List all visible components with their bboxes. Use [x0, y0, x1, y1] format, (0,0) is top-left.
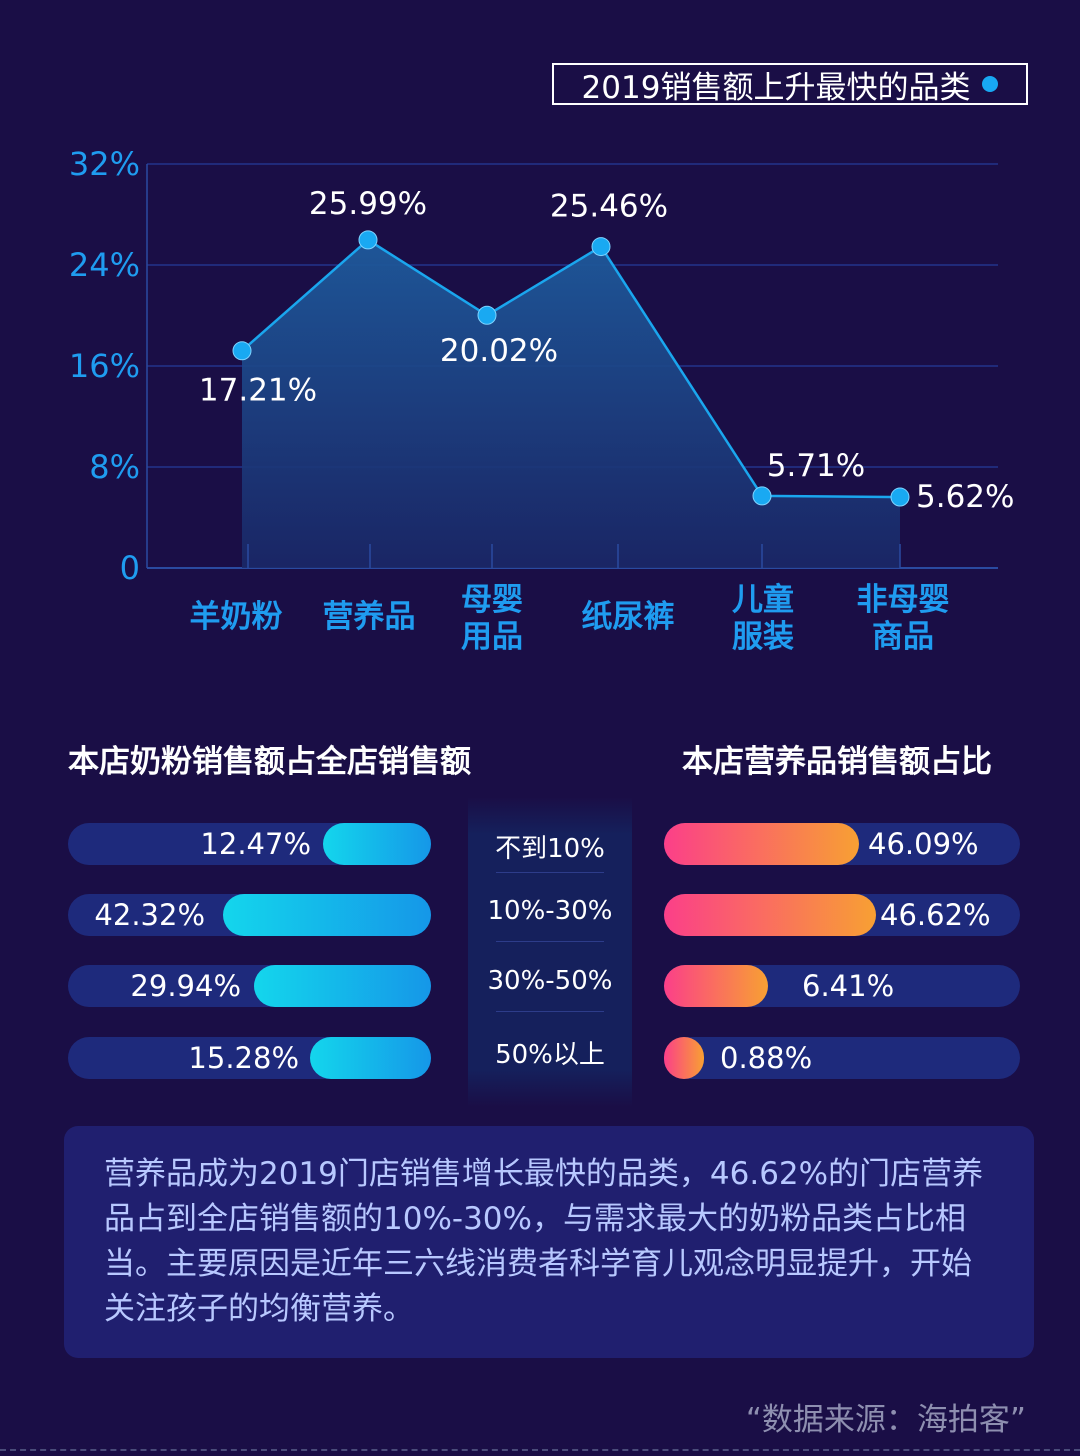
bar-fill — [223, 894, 431, 936]
data-point — [890, 487, 910, 507]
range-label: 10%-30% — [487, 896, 613, 926]
bar-fill — [664, 1037, 704, 1079]
nutrition-bar-1: 46.09% — [664, 823, 1020, 865]
chart-title: 2019销售额上升最快的品类 — [552, 63, 1028, 106]
range-label: 50%以上 — [495, 1040, 605, 1070]
data-label: 5.71% — [767, 448, 865, 484]
bar-value-label: 15.28% — [188, 1041, 299, 1075]
data-point — [358, 230, 378, 250]
y-tick-label: 8% — [89, 448, 140, 486]
data-point — [477, 305, 497, 325]
series-line — [241, 238, 901, 499]
data-point — [591, 237, 611, 257]
data-label: 5.62% — [916, 479, 1014, 515]
milk-powder-bar-4: 15.28% — [68, 1037, 431, 1079]
x-category-label: 羊奶粉 — [190, 599, 283, 635]
y-tick-label: 24% — [69, 246, 140, 284]
right-section-title: 本店营养品销售额占比 — [682, 744, 992, 780]
x-category-label: 纸尿裤 — [582, 599, 675, 635]
nutrition-bar-3: 6.41% — [664, 965, 1020, 1007]
bar-fill — [323, 823, 431, 865]
bottom-divider — [0, 1449, 1080, 1451]
range-label: 30%-50% — [487, 966, 613, 996]
data-label: 25.99% — [309, 186, 427, 222]
bar-value-label: 0.88% — [720, 1041, 813, 1075]
summary-box: 营养品成为2019门店销售增长最快的品类，46.62%的门店营养品占到全店销售额… — [64, 1126, 1034, 1358]
chart-title-text: 2019销售额上升最快的品类 — [581, 69, 971, 106]
range-divider — [496, 872, 604, 873]
line-chart: 0 8% 16% 24% 32% 17.21% 25.99% 20.02% 25.46% 5.71… — [69, 145, 1015, 655]
title-bullet-icon — [982, 76, 999, 92]
data-point — [232, 341, 252, 361]
bar-value-label: 42.32% — [94, 898, 205, 932]
bar-value-label: 46.09% — [868, 827, 979, 861]
bar-value-label: 29.94% — [130, 969, 241, 1003]
data-point — [752, 486, 772, 506]
bar-fill — [664, 965, 768, 1007]
left-section-title: 本店奶粉销售额占全店销售额 — [68, 744, 471, 780]
bar-value-label: 12.47% — [200, 827, 311, 861]
bar-value-label: 6.41% — [802, 969, 895, 1003]
milk-powder-bar-1: 12.47% — [68, 823, 431, 865]
range-column: 不到10% 10%-30% 30%-50% 50%以上 — [468, 797, 632, 1107]
milk-powder-bar-3: 29.94% — [68, 965, 431, 1007]
x-category-label: 母婴用品 — [461, 582, 523, 655]
x-category-label: 营养品 — [323, 599, 416, 635]
milk-powder-bar-2: 42.32% — [68, 894, 431, 936]
x-category-label: 非母婴商品 — [857, 582, 950, 655]
data-label: 25.46% — [550, 189, 668, 225]
bar-fill — [664, 894, 876, 936]
range-label: 不到10% — [495, 834, 605, 864]
x-category-label: 儿童服装 — [732, 582, 794, 655]
bar-fill — [254, 965, 431, 1007]
y-tick-label: 0 — [120, 549, 140, 587]
bar-value-label: 46.62% — [880, 898, 991, 932]
y-tick-label: 32% — [69, 145, 140, 183]
nutrition-bar-4: 0.88% — [664, 1037, 1020, 1079]
data-label: 17.21% — [199, 373, 317, 409]
y-tick-label: 16% — [69, 347, 140, 385]
nutrition-bar-2: 46.62% — [664, 894, 1020, 936]
bar-fill — [310, 1037, 431, 1079]
data-label: 20.02% — [440, 333, 558, 369]
summary-text: 营养品成为2019门店销售增长最快的品类，46.62%的门店营养品占到全店销售额… — [104, 1156, 984, 1327]
data-source: “数据来源：海拍客” — [745, 1402, 1026, 1438]
range-divider — [496, 1011, 604, 1012]
area-fill — [242, 239, 900, 568]
range-divider — [496, 941, 604, 942]
bar-fill — [664, 823, 859, 865]
